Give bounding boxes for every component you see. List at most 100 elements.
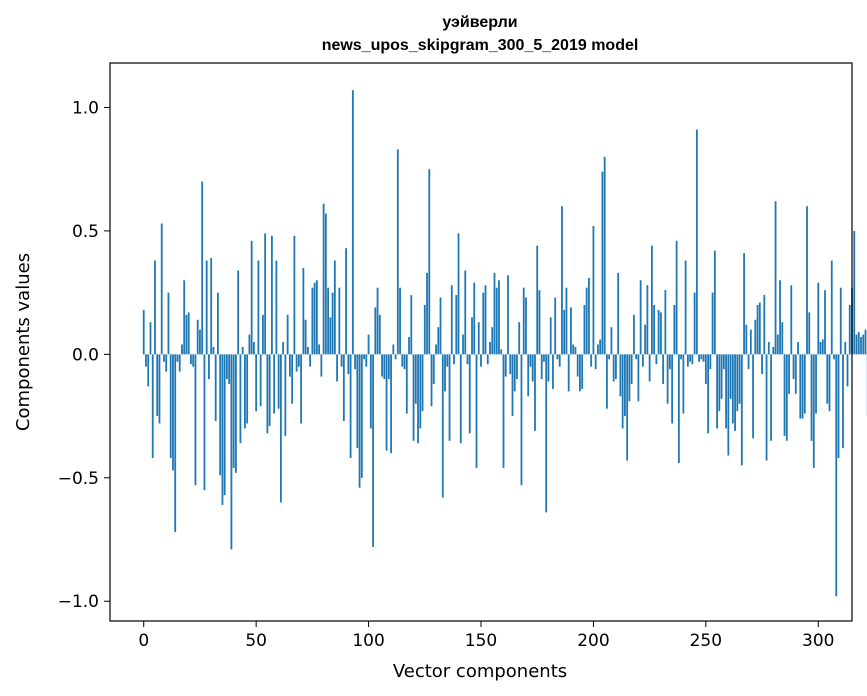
x-tick-label: 150 xyxy=(465,631,497,651)
bar xyxy=(313,282,316,355)
bar xyxy=(464,270,467,355)
bar xyxy=(761,354,763,375)
bar xyxy=(390,354,392,454)
bar xyxy=(437,327,440,355)
bar xyxy=(428,169,431,355)
bar xyxy=(160,223,163,355)
bar xyxy=(356,354,359,449)
bar xyxy=(693,292,696,355)
bar xyxy=(565,287,568,355)
bar xyxy=(709,354,712,370)
bar xyxy=(770,354,772,441)
bar xyxy=(736,354,739,412)
bar xyxy=(446,354,449,367)
bar xyxy=(387,354,390,380)
bar xyxy=(156,354,159,417)
bar xyxy=(176,354,179,362)
bar xyxy=(500,349,503,355)
x-tick-label: 0 xyxy=(138,631,149,651)
bar xyxy=(324,213,327,355)
bar xyxy=(482,292,485,355)
bar xyxy=(385,354,388,451)
bar xyxy=(700,354,703,360)
bar xyxy=(288,354,291,377)
bar xyxy=(740,354,743,466)
bar xyxy=(241,346,244,355)
bar xyxy=(639,280,642,355)
bar xyxy=(266,354,269,434)
bar xyxy=(318,344,321,355)
bar xyxy=(819,342,822,355)
bar xyxy=(781,322,784,355)
y-tick-label: 1.0 xyxy=(72,98,99,118)
bar xyxy=(790,285,793,355)
bar xyxy=(239,354,242,444)
bar xyxy=(158,354,161,424)
bar xyxy=(734,354,736,431)
bar xyxy=(763,295,766,355)
bar xyxy=(432,354,435,384)
bar xyxy=(345,248,347,355)
bar xyxy=(718,354,721,412)
bar xyxy=(511,354,514,417)
bar xyxy=(223,354,226,496)
bar xyxy=(668,354,671,370)
bar xyxy=(392,344,395,355)
bar xyxy=(338,287,341,355)
bar xyxy=(394,354,397,360)
bar xyxy=(167,292,170,355)
bar xyxy=(201,181,204,355)
bars-group xyxy=(142,90,867,597)
bar xyxy=(650,245,653,355)
bar xyxy=(531,354,534,382)
bar xyxy=(145,354,147,367)
bar xyxy=(684,260,687,355)
plot-frame xyxy=(109,62,853,622)
bar xyxy=(837,354,840,459)
x-axis: 0 50 100 150 200 250 300 xyxy=(138,621,834,651)
bar xyxy=(475,354,478,468)
bar xyxy=(729,354,732,399)
bar xyxy=(333,260,336,355)
y-tick-label: 0.0 xyxy=(72,345,99,365)
bar xyxy=(745,324,748,355)
bar xyxy=(677,354,680,463)
bar xyxy=(599,339,602,355)
bar xyxy=(459,354,462,444)
bar xyxy=(774,201,777,355)
bar xyxy=(217,292,219,355)
bar xyxy=(250,240,253,355)
bar xyxy=(248,334,251,355)
bar xyxy=(653,304,656,355)
bar xyxy=(799,354,802,419)
bar xyxy=(448,354,451,441)
bar xyxy=(767,342,770,355)
bar xyxy=(226,354,228,380)
bar xyxy=(457,233,460,355)
bar xyxy=(219,354,222,476)
bar xyxy=(860,337,862,355)
bar xyxy=(527,354,530,397)
bar xyxy=(644,324,647,355)
bar xyxy=(374,307,377,355)
bar xyxy=(659,312,662,355)
bar xyxy=(536,245,539,355)
bar xyxy=(689,354,692,362)
bar xyxy=(354,354,356,370)
y-tick-label: −0.5 xyxy=(58,469,99,489)
bar xyxy=(864,329,867,355)
bar xyxy=(725,354,727,429)
bar xyxy=(704,354,707,384)
bar xyxy=(286,314,289,355)
bar xyxy=(738,354,741,404)
bar xyxy=(588,277,590,355)
bar xyxy=(716,354,718,429)
bar xyxy=(563,309,566,355)
bar xyxy=(297,354,300,367)
bar xyxy=(480,354,482,367)
bar xyxy=(552,354,554,389)
bar xyxy=(304,319,307,355)
bar xyxy=(372,354,374,547)
bar xyxy=(617,272,620,355)
